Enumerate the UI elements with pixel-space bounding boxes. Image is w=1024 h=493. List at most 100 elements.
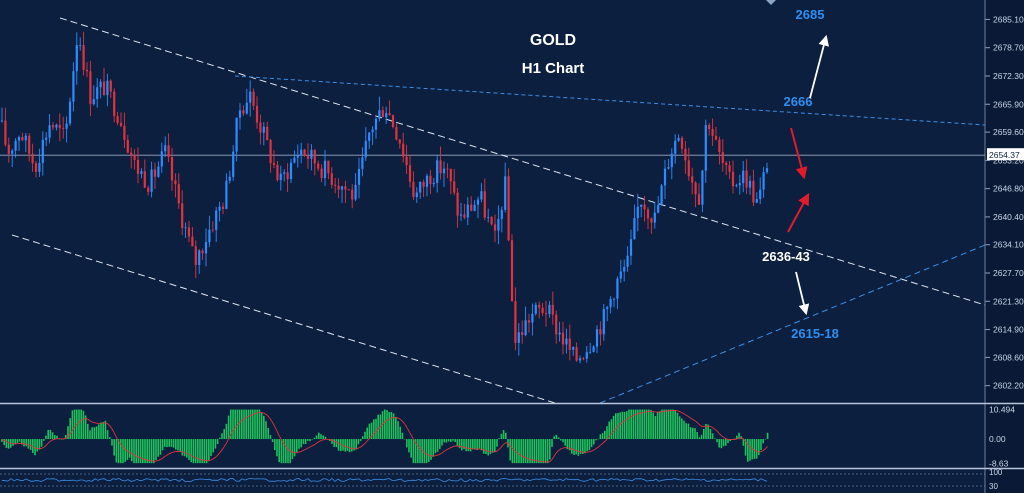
macd-bar: [368, 423, 371, 440]
macd-bar: [106, 430, 109, 440]
candle-body: [684, 148, 687, 161]
candle-body: [408, 165, 412, 182]
macd-bar: [104, 420, 107, 440]
macd-bar: [652, 412, 654, 440]
candle: [534, 302, 537, 316]
macd-bar: [461, 439, 463, 451]
macd-bar: [230, 409, 232, 440]
candle-body: [364, 140, 367, 158]
candle: [531, 303, 534, 336]
candle: [191, 227, 194, 247]
macd-bar: [696, 431, 698, 440]
candle-body: [24, 135, 27, 141]
candle: [72, 62, 75, 112]
candle-body: [357, 168, 361, 185]
macd-bar: [632, 409, 635, 440]
candle: [75, 32, 78, 85]
candle: [480, 183, 483, 203]
macd-bar: [342, 439, 344, 451]
candle: [419, 181, 422, 199]
candle-body: [398, 139, 401, 144]
candle-body: [351, 189, 354, 200]
candle: [327, 160, 330, 180]
macd-bar: [192, 439, 195, 464]
candle: [11, 148, 14, 168]
price-tick-label: 2685.10: [993, 14, 1024, 24]
candle-body: [337, 185, 340, 190]
candle-body: [643, 204, 646, 210]
candle-body: [731, 171, 735, 187]
candle: [762, 166, 765, 198]
macd-bar: [93, 427, 96, 440]
candle: [395, 123, 398, 141]
candle: [65, 116, 68, 143]
macd-bar: [399, 426, 401, 440]
macd-bar: [146, 439, 148, 464]
candle-body: [184, 227, 187, 229]
macd-bar: [674, 410, 676, 440]
candle: [405, 144, 408, 174]
candle-body: [439, 160, 442, 174]
candle: [221, 202, 225, 215]
rsi-line: [1, 477, 768, 482]
candle: [425, 173, 429, 197]
candle: [680, 135, 684, 154]
macd-bar: [115, 439, 118, 463]
candle: [269, 138, 272, 173]
macd-bar: [700, 434, 703, 440]
macd-bar: [549, 439, 551, 460]
candle: [82, 31, 85, 76]
candle: [330, 167, 333, 189]
trend-lines: [11, 17, 986, 404]
macd-bar: [610, 419, 613, 440]
candle-body: [633, 218, 636, 240]
macd-bar: [170, 439, 173, 447]
macd-bar: [285, 439, 287, 464]
candle: [646, 207, 650, 229]
candle-body: [218, 206, 221, 211]
macd-bar: [1, 439, 3, 442]
candle: [442, 161, 446, 187]
macd-bar: [304, 439, 307, 445]
candle-body: [419, 181, 422, 193]
macd-bar: [179, 439, 181, 452]
candle-body: [507, 176, 510, 241]
macd-bar: [551, 439, 553, 447]
candle-body: [211, 229, 214, 231]
candle: [378, 96, 381, 122]
candle: [521, 320, 524, 344]
macd-bar: [661, 409, 663, 440]
candle: [653, 202, 656, 229]
macd-bar: [40, 439, 43, 447]
candle: [463, 203, 466, 220]
macd-bar: [423, 439, 426, 464]
candle-body: [453, 181, 456, 193]
candle: [293, 150, 296, 164]
macd-bar: [3, 439, 5, 446]
candle: [459, 202, 463, 221]
macd-bar: [377, 414, 379, 440]
candle: [429, 170, 432, 195]
candle-body: [711, 129, 714, 136]
candle-body: [28, 135, 31, 154]
candle-body: [272, 163, 276, 165]
candle: [218, 201, 221, 222]
macd-bar: [641, 409, 643, 440]
candle-body: [680, 137, 684, 149]
candle-body: [164, 145, 167, 152]
candle-body: [759, 189, 762, 200]
macd-bar: [214, 439, 217, 449]
candle-body: [714, 135, 718, 140]
macd-bar: [593, 439, 595, 445]
candle: [351, 184, 354, 209]
macd-bar: [364, 431, 366, 440]
macd-bar: [672, 409, 674, 440]
macd-bar: [527, 439, 529, 464]
candle-body: [687, 160, 690, 177]
top-marker: [766, 0, 776, 5]
candle: [582, 356, 585, 361]
macd-bar: [485, 439, 487, 455]
macd-bar: [467, 439, 470, 452]
candle: [371, 126, 374, 146]
candle-body: [653, 212, 656, 223]
